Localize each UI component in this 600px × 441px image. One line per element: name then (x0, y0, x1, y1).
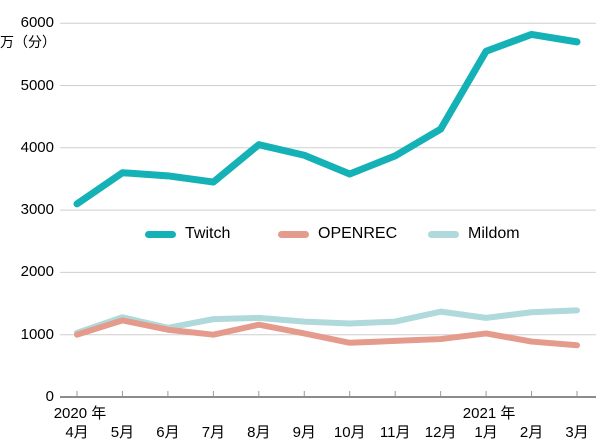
x-axis-month-label: 1月 (474, 424, 498, 441)
x-axis-month-label: 12月 (424, 424, 457, 441)
y-axis-tick-label: 6000 (20, 14, 54, 32)
legend-label-mildom: Mildom (468, 225, 520, 242)
x-axis-month-label: 9月 (292, 424, 316, 441)
x-axis-month-label: 7月 (201, 424, 226, 441)
x-axis-month-label: 4月 (65, 424, 89, 441)
legend-label-openrec: OPENREC (318, 225, 398, 242)
legend-item-openrec: OPENREC (278, 225, 397, 243)
y-axis-tick-label: 1000 (20, 325, 54, 343)
x-axis-month-label: 3月 (565, 424, 589, 441)
x-axis-month-label: 11月 (379, 424, 411, 441)
y-axis-tick-label: 4000 (20, 138, 54, 156)
y-axis-unit-label: 万（分） (0, 34, 56, 50)
legend-item-mildom: Mildom (428, 225, 520, 243)
series-line-openrec (74, 317, 580, 349)
legend-swatch-openrec-icon (278, 230, 309, 238)
legend-swatch-twitch-icon (145, 230, 176, 238)
x-axis-month-label: 2月 (519, 424, 544, 441)
y-axis-tick-label: 2000 (20, 263, 54, 281)
legend-item-twitch: Twitch (145, 225, 230, 243)
series-line-twitch (73, 30, 581, 208)
x-axis-month-label: 10月 (333, 424, 366, 441)
y-axis-tick-label: 3000 (20, 201, 54, 219)
legend-label-twitch: Twitch (185, 225, 231, 242)
x-axis-month-label: 6月 (156, 424, 180, 441)
x-axis-year-label: 2020 年 (53, 405, 107, 422)
legend-swatch-mildom-icon (428, 230, 459, 238)
x-axis-year-label: 2021 年 (462, 405, 516, 422)
x-axis-month-label: 5月 (110, 424, 135, 441)
y-axis-tick-label: 0 (45, 388, 54, 405)
y-axis-tick-label: 5000 (20, 76, 54, 94)
x-axis-month-label: 8月 (247, 424, 271, 441)
